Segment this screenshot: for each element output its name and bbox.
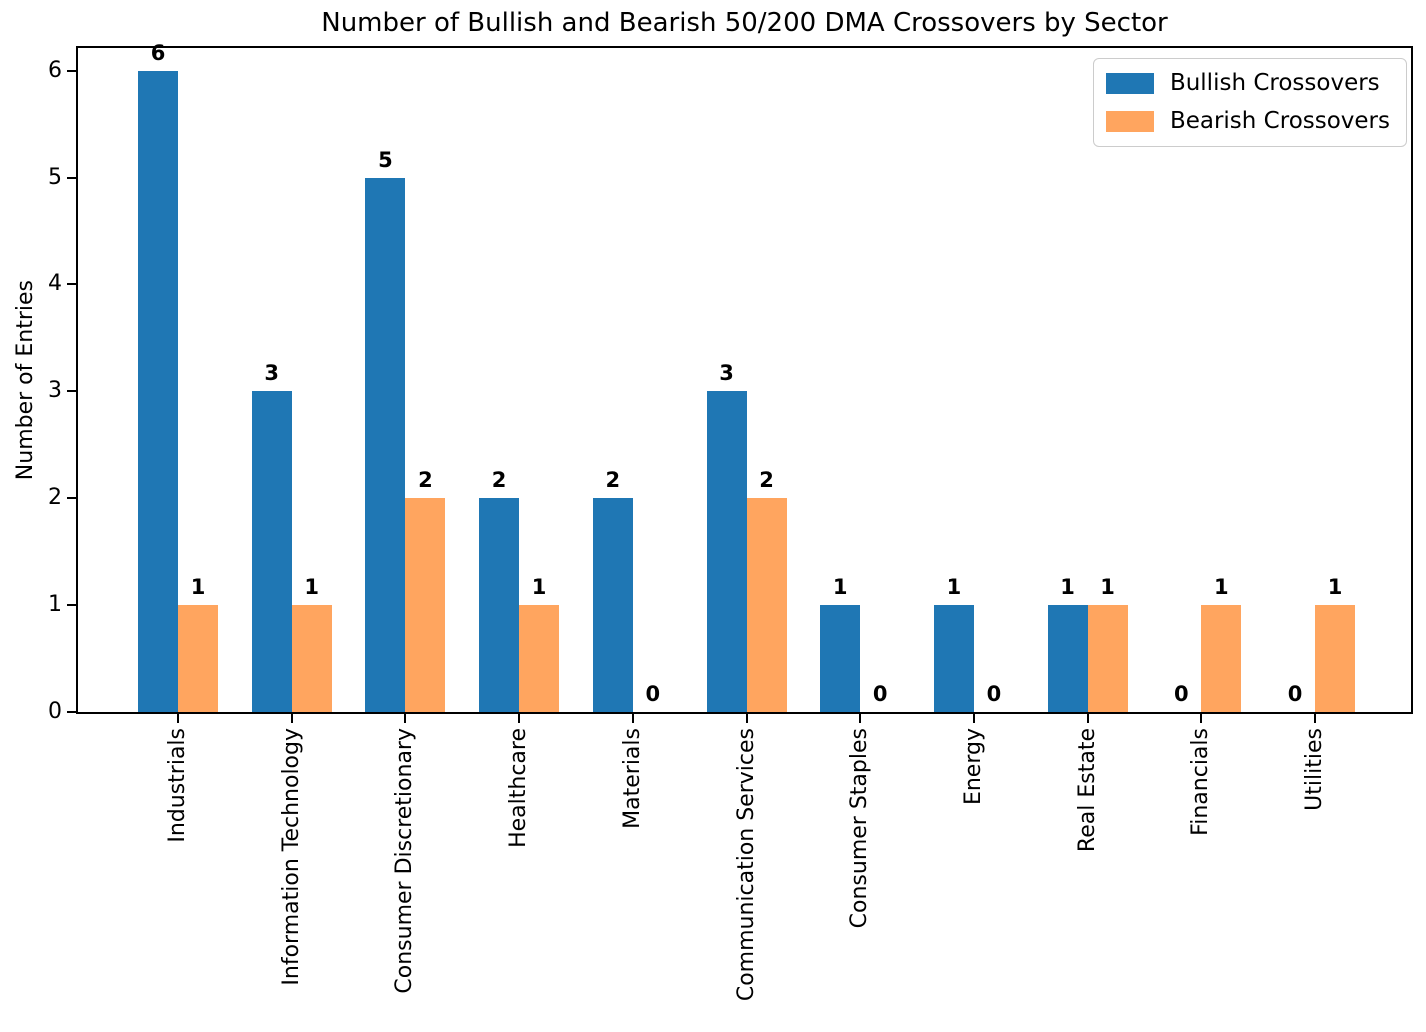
bar-bullish-consumer-staples: [820, 605, 861, 712]
value-label-bullish-communication-services: 3: [719, 361, 734, 385]
value-label-bearish-utilities: 1: [1327, 575, 1343, 599]
value-label-bullish-real-estate: 1: [1060, 575, 1075, 599]
x-tick-label-financials: Financials: [1188, 728, 1214, 836]
value-label-bearish-consumer-staples: 0: [872, 682, 888, 706]
y-tick-mark: [67, 497, 76, 500]
legend-swatch-bullish: [1105, 73, 1154, 94]
x-tick-mark: [1200, 714, 1203, 723]
value-label-bearish-real-estate: 1: [1100, 575, 1115, 599]
y-axis-label: Number of Entries: [12, 279, 38, 481]
x-tick-mark: [177, 714, 179, 723]
y-tick-label-6: 6: [48, 57, 62, 83]
bar-bearish-information-technology: [291, 605, 332, 712]
bar-bearish-communication-services: [746, 498, 787, 712]
value-label-bearish-healthcare: 1: [531, 575, 547, 599]
bar-bullish-materials: [592, 498, 633, 712]
y-tick-mark: [67, 390, 76, 393]
value-label-bullish-industrials: 6: [150, 41, 166, 65]
x-tick-mark: [404, 714, 407, 723]
y-tick-label-2: 2: [48, 485, 62, 511]
x-tick-label-utilities: Utilities: [1302, 728, 1327, 811]
x-tick-label-communication-services: Communication Services: [733, 728, 759, 1002]
x-tick-mark: [631, 714, 634, 723]
legend-swatch-bearish: [1105, 111, 1154, 132]
bar-bullish-healthcare: [479, 498, 520, 712]
legend-label-bullish: Bullish Crossovers: [1169, 70, 1380, 96]
x-tick-label-materials: Materials: [619, 728, 645, 829]
x-tick-mark: [972, 714, 975, 723]
x-tick-label-real-estate: Real Estate: [1074, 728, 1100, 853]
bar-bearish-financials: [1201, 605, 1242, 712]
x-tick-mark: [745, 714, 748, 723]
x-tick-label-healthcare: Healthcare: [506, 728, 532, 848]
x-tick-label-energy: Energy: [960, 728, 986, 806]
x-tick-mark: [859, 714, 862, 723]
y-tick-mark: [67, 69, 76, 72]
x-tick-mark: [1314, 714, 1316, 723]
value-label-bearish-energy: 0: [986, 682, 1002, 706]
x-tick-label-consumer-staples: Consumer Staples: [847, 728, 873, 929]
bar-bullish-communication-services: [706, 391, 747, 712]
y-axis-label-wrap: Number of Entries: [8, 46, 42, 714]
value-label-bearish-industrials: 1: [190, 575, 206, 599]
y-tick-label-4: 4: [48, 271, 62, 297]
value-label-bearish-communication-services: 2: [759, 468, 774, 492]
bar-bearish-utilities: [1315, 605, 1355, 712]
y-tick-mark: [67, 711, 76, 713]
legend: Bullish Crossovers Bearish Crossovers: [1092, 58, 1407, 147]
bar-bearish-real-estate: [1087, 605, 1128, 712]
value-label-bullish-financials: 0: [1173, 682, 1189, 706]
value-label-bullish-utilities: 0: [1287, 682, 1303, 706]
bar-bearish-consumer-discretionary: [405, 498, 446, 712]
value-label-bullish-consumer-staples: 1: [832, 575, 848, 599]
bar-bullish-information-technology: [251, 391, 292, 712]
value-label-bearish-materials: 0: [645, 682, 661, 706]
bar-bullish-real-estate: [1047, 605, 1088, 712]
value-label-bearish-information-technology: 1: [304, 575, 319, 599]
value-label-bearish-financials: 1: [1213, 575, 1229, 599]
x-tick-label-consumer-discretionary: Consumer Discretionary: [392, 728, 418, 994]
y-tick-label-5: 5: [48, 164, 62, 190]
y-tick-label-0: 0: [48, 699, 62, 724]
legend-item-bearish: Bearish Crossovers: [1105, 108, 1390, 135]
bar-bullish-consumer-discretionary: [365, 178, 406, 712]
x-tick-label-information-technology: Information Technology: [278, 728, 304, 986]
legend-item-bullish: Bullish Crossovers: [1105, 70, 1390, 97]
value-label-bearish-consumer-discretionary: 2: [418, 468, 433, 492]
bar-bearish-healthcare: [519, 605, 560, 712]
x-tick-mark: [518, 714, 521, 723]
y-tick-label-1: 1: [48, 592, 62, 618]
x-tick-mark: [290, 714, 293, 723]
y-tick-label-3: 3: [48, 378, 62, 404]
value-label-bullish-materials: 2: [605, 468, 621, 492]
bar-bullish-energy: [933, 605, 974, 712]
bar-bullish-industrials: [138, 71, 178, 712]
y-tick-mark: [67, 604, 76, 607]
value-label-bullish-healthcare: 2: [491, 468, 507, 492]
value-label-bullish-consumer-discretionary: 5: [378, 148, 393, 172]
x-tick-label-industrials: Industrials: [165, 728, 190, 843]
y-tick-mark: [67, 283, 76, 286]
value-label-bullish-information-technology: 3: [264, 361, 279, 385]
bar-bearish-industrials: [178, 605, 218, 712]
y-tick-mark: [67, 176, 76, 179]
chart-title: Number of Bullish and Bearish 50/200 DMA…: [321, 8, 1168, 38]
x-tick-mark: [1086, 714, 1089, 723]
legend-label-bearish: Bearish Crossovers: [1169, 108, 1390, 134]
value-label-bullish-energy: 1: [946, 575, 962, 599]
